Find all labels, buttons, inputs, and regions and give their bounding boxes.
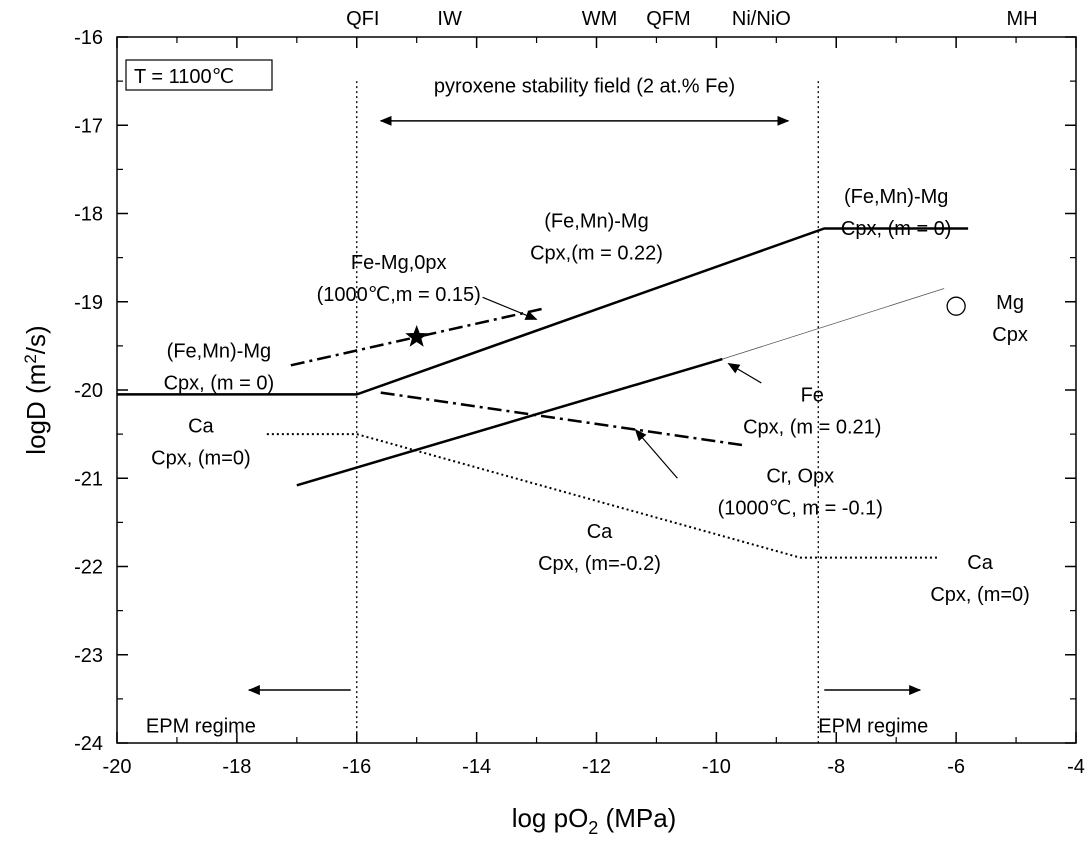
circle-marker bbox=[946, 296, 966, 316]
temperature-box: T = 1100℃ bbox=[125, 59, 273, 91]
y-tick-label: -22 bbox=[74, 557, 103, 579]
star-marker bbox=[405, 325, 429, 347]
x-tick-label: -4 bbox=[1067, 756, 1085, 778]
y-tick-label: -24 bbox=[74, 733, 103, 755]
annotation-text: Ca bbox=[188, 415, 214, 437]
annotation-text: Ca bbox=[587, 521, 613, 543]
x-tick-label: -8 bbox=[827, 756, 845, 778]
buffer-label: IW bbox=[437, 8, 462, 30]
x-tick-label: -18 bbox=[222, 756, 251, 778]
x-tick-label: -12 bbox=[582, 756, 611, 778]
series-line-thin-2 bbox=[722, 288, 945, 360]
epm-left-label: EPM regime bbox=[146, 715, 256, 737]
y-tick-label: -20 bbox=[74, 380, 103, 402]
plot-elements: -20 -18 -16 -14 -12 -10 -8 -6 -4 -24 -23 -22 -21 -20 -… bbox=[74, 8, 1085, 778]
y-axis-title-superscript: 2 bbox=[21, 354, 40, 363]
series-line-dotted-5 bbox=[266, 433, 939, 559]
series-line-solid-1 bbox=[296, 357, 723, 487]
x-tick-label: -16 bbox=[342, 756, 371, 778]
buffer-label: QFM bbox=[646, 8, 690, 30]
annotation-text: Mg bbox=[996, 292, 1024, 314]
y-tick-label: -16 bbox=[74, 27, 103, 49]
epm-right-label: EPM regime bbox=[818, 715, 928, 737]
annotation-arrow bbox=[727, 363, 762, 384]
x-tick-label: -20 bbox=[103, 756, 132, 778]
buffer-label: MH bbox=[1007, 8, 1038, 30]
temperature-box-frame bbox=[125, 59, 273, 91]
annotation-text: Cpx, (m = 0) bbox=[841, 218, 952, 240]
annotation-arrow bbox=[634, 428, 678, 479]
annotation-arrow bbox=[482, 296, 538, 320]
x-tick-label: -14 bbox=[462, 756, 491, 778]
annotation-text: Cr, Opx bbox=[766, 466, 834, 488]
y-tick-label: -17 bbox=[74, 115, 103, 137]
annotation-text: (1000℃, m = -0.1) bbox=[718, 498, 883, 520]
x-axis-title-unit: (MPa) bbox=[598, 803, 676, 833]
series-line-solid-0 bbox=[117, 227, 969, 396]
x-axis-title-subscript: 2 bbox=[588, 818, 598, 838]
y-tick-label: -18 bbox=[74, 204, 103, 226]
annotation-text: (Fe,Mn)-Mg bbox=[544, 211, 648, 233]
annotation-text: (Fe,Mn)-Mg bbox=[844, 186, 948, 208]
annotation-text: Ca bbox=[967, 552, 993, 574]
annotation-text: Cpx, (m=0) bbox=[930, 584, 1029, 606]
y-tick-label: -23 bbox=[74, 645, 103, 667]
annotation-text: Cpx,(m = 0.22) bbox=[530, 243, 663, 265]
annotation-text: (1000℃,m = 0.15) bbox=[317, 284, 481, 306]
y-axis-title-unit: /s) bbox=[21, 325, 51, 354]
series-line-dashdot-4 bbox=[380, 391, 747, 447]
annotation-text: Cpx, (m=0) bbox=[151, 447, 250, 469]
buffer-label: Ni/NiO bbox=[732, 8, 791, 30]
annotation-text: Fe bbox=[801, 384, 824, 406]
annotation-text: Cpx, (m = 0) bbox=[164, 372, 275, 394]
temperature-label: T = 1100℃ bbox=[134, 66, 234, 88]
y-tick-label: -19 bbox=[74, 292, 103, 314]
y-tick-label: -21 bbox=[74, 468, 103, 490]
y-axis-title-main: logD (m bbox=[21, 364, 51, 455]
annotation-text: Fe-Mg,0px bbox=[351, 252, 447, 274]
y-axis-title: logD (m2/s) bbox=[21, 325, 51, 454]
annotation-text: Cpx, (m = 0.21) bbox=[743, 416, 881, 438]
annotation-text: Cpx, (m=-0.2) bbox=[538, 553, 661, 575]
annotation-text: Cpx bbox=[992, 324, 1028, 346]
x-axis-title-main: log pO bbox=[512, 803, 589, 833]
stability-field-label: pyroxene stability field (2 at.% Fe) bbox=[434, 76, 735, 98]
x-axis-title: log pO2 (MPa) bbox=[512, 803, 677, 838]
buffer-label: WM bbox=[582, 8, 618, 30]
x-tick-label: -10 bbox=[702, 756, 731, 778]
buffer-label: QFI bbox=[346, 8, 379, 30]
annotation-text: (Fe,Mn)-Mg bbox=[167, 340, 271, 362]
x-tick-label: -6 bbox=[947, 756, 965, 778]
